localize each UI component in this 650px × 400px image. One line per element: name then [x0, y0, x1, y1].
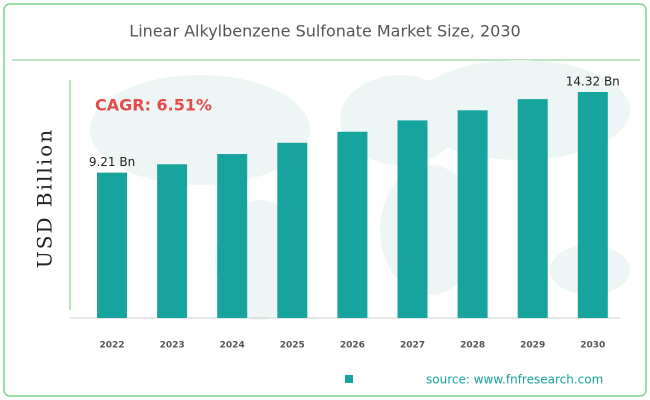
- x-tick-label: 2023: [160, 341, 185, 351]
- bar: [157, 164, 188, 318]
- x-tick-label: 2028: [460, 341, 485, 351]
- bar: [277, 142, 308, 318]
- bar: [217, 154, 248, 318]
- bar: [337, 131, 368, 318]
- source: source: www.fnfresearch.com: [426, 373, 603, 387]
- x-tick-label: 2022: [99, 341, 124, 351]
- value-label: 14.32 Bn: [566, 75, 620, 89]
- legend-swatch: [345, 375, 353, 383]
- bar: [517, 99, 548, 318]
- y-axis-label: USD Billion: [33, 128, 57, 268]
- x-tick-label: 2027: [400, 341, 425, 351]
- x-tick-label: 2026: [340, 341, 365, 351]
- value-label: 9.21 Bn: [89, 155, 135, 169]
- bar: [457, 110, 488, 318]
- cagr-annotation: CAGR: 6.51%: [95, 96, 212, 115]
- x-tick-label: 2029: [520, 341, 545, 351]
- bar: [97, 172, 127, 318]
- x-tick-label: 2025: [280, 341, 305, 351]
- x-tick-label: 2030: [580, 341, 605, 351]
- x-tick-label: 2024: [220, 341, 245, 351]
- bar: [577, 92, 608, 318]
- bar: [397, 120, 428, 318]
- chart-title: Linear Alkylbenzene Sulfonate Market Siz…: [129, 22, 520, 41]
